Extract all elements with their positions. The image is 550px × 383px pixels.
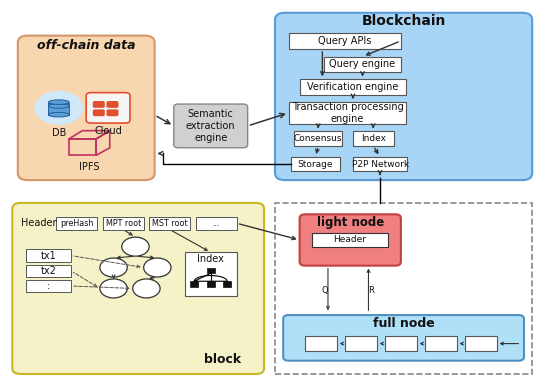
FancyBboxPatch shape <box>312 233 388 247</box>
FancyBboxPatch shape <box>86 93 130 123</box>
FancyBboxPatch shape <box>174 104 248 148</box>
Circle shape <box>144 258 171 277</box>
Circle shape <box>100 258 127 277</box>
FancyBboxPatch shape <box>107 101 118 108</box>
Text: MST root: MST root <box>152 219 188 228</box>
Text: R: R <box>368 286 374 295</box>
Text: IPFS: IPFS <box>79 162 99 172</box>
FancyBboxPatch shape <box>48 103 69 115</box>
Circle shape <box>122 237 149 256</box>
Text: tx2: tx2 <box>41 266 57 276</box>
FancyBboxPatch shape <box>283 315 524 361</box>
FancyBboxPatch shape <box>93 101 105 108</box>
Text: DB: DB <box>52 128 66 137</box>
Text: :: : <box>47 281 50 291</box>
FancyBboxPatch shape <box>190 281 198 286</box>
FancyBboxPatch shape <box>353 131 394 146</box>
FancyBboxPatch shape <box>425 336 456 351</box>
FancyBboxPatch shape <box>103 217 144 229</box>
Text: light node: light node <box>317 216 384 229</box>
Text: tx1: tx1 <box>41 250 56 260</box>
Text: Blockchain: Blockchain <box>361 14 446 28</box>
FancyBboxPatch shape <box>56 217 97 229</box>
FancyBboxPatch shape <box>353 157 408 171</box>
Circle shape <box>100 279 127 298</box>
FancyBboxPatch shape <box>207 268 215 273</box>
FancyBboxPatch shape <box>12 203 264 374</box>
FancyBboxPatch shape <box>465 336 497 351</box>
Text: Cloud: Cloud <box>94 126 122 136</box>
FancyBboxPatch shape <box>292 157 339 171</box>
FancyBboxPatch shape <box>26 280 71 292</box>
FancyBboxPatch shape <box>275 203 532 374</box>
Text: Verification engine: Verification engine <box>307 82 399 92</box>
Text: Semantic
extraction
engine: Semantic extraction engine <box>186 109 235 142</box>
Text: Header: Header <box>333 236 366 244</box>
FancyBboxPatch shape <box>300 214 401 266</box>
FancyBboxPatch shape <box>324 57 401 72</box>
Text: Q: Q <box>322 286 328 295</box>
Text: MPT root: MPT root <box>106 219 141 228</box>
Text: preHash: preHash <box>60 219 94 228</box>
Text: off-chain data: off-chain data <box>37 39 135 52</box>
Text: Consensus: Consensus <box>294 134 343 143</box>
FancyBboxPatch shape <box>289 33 401 49</box>
FancyBboxPatch shape <box>385 336 417 351</box>
Text: Query engine: Query engine <box>329 59 395 69</box>
FancyBboxPatch shape <box>26 249 71 262</box>
FancyBboxPatch shape <box>207 281 215 286</box>
FancyBboxPatch shape <box>275 13 532 180</box>
FancyBboxPatch shape <box>93 110 105 116</box>
Ellipse shape <box>48 113 69 117</box>
Text: Storage: Storage <box>298 160 333 169</box>
Circle shape <box>133 279 160 298</box>
FancyBboxPatch shape <box>26 265 71 277</box>
FancyBboxPatch shape <box>196 217 236 229</box>
FancyBboxPatch shape <box>223 281 231 286</box>
Text: Transaction processing
engine: Transaction processing engine <box>292 102 403 124</box>
Ellipse shape <box>48 104 69 108</box>
FancyBboxPatch shape <box>300 79 406 95</box>
Text: Query APIs: Query APIs <box>318 36 371 46</box>
Circle shape <box>34 91 84 125</box>
FancyBboxPatch shape <box>18 36 155 180</box>
FancyBboxPatch shape <box>185 252 236 296</box>
FancyBboxPatch shape <box>345 336 377 351</box>
Text: block: block <box>205 353 241 366</box>
Text: Header: Header <box>21 218 56 228</box>
Text: P2P Network: P2P Network <box>351 160 409 169</box>
FancyBboxPatch shape <box>305 336 337 351</box>
Text: Index: Index <box>361 134 386 143</box>
Ellipse shape <box>48 100 69 105</box>
Text: full node: full node <box>373 317 434 330</box>
FancyBboxPatch shape <box>294 131 342 146</box>
FancyBboxPatch shape <box>107 110 118 116</box>
FancyBboxPatch shape <box>289 102 406 124</box>
Text: Index: Index <box>197 254 224 264</box>
Text: ...: ... <box>212 219 220 228</box>
FancyBboxPatch shape <box>149 217 190 229</box>
